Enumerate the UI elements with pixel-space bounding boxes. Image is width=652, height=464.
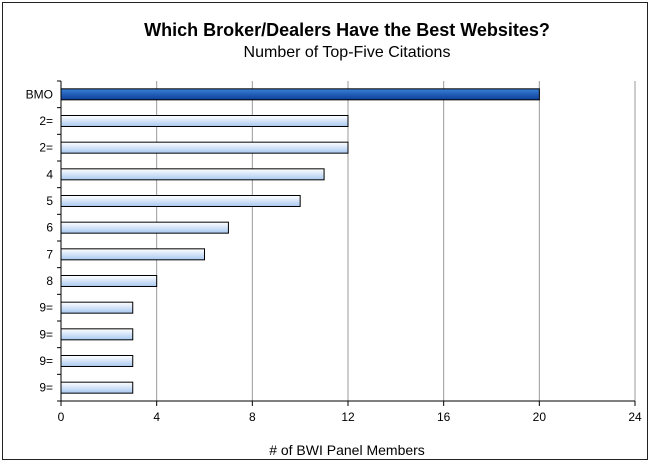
grid-lines [57, 80, 636, 406]
chart-title: Which Broker/Dealers Have the Best Websi… [144, 20, 550, 40]
chart-frame: Which Broker/Dealers Have the Best Websi… [2, 2, 648, 460]
x-tick-labels: 0 4 8 12 16 20 24 [58, 410, 642, 424]
x-tick-label: 24 [628, 410, 642, 424]
bar [60, 88, 540, 101]
x-tick-label: 12 [341, 410, 355, 424]
axes [60, 81, 635, 402]
x-tick-label: 8 [249, 410, 256, 424]
x-tick-label: 0 [58, 410, 65, 424]
category-label: 9= [39, 301, 53, 315]
bar [60, 168, 325, 181]
x-tick-label: 20 [533, 410, 547, 424]
bar-chart: Which Broker/Dealers Have the Best Websi… [26, 20, 642, 458]
category-labels: BMO 2= 2= 4 5 6 7 8 9= 9= 9= 9= [26, 87, 54, 394]
bar [60, 248, 205, 261]
bar [60, 381, 134, 394]
category-label: 6 [46, 221, 53, 235]
category-label: 2= [39, 141, 53, 155]
x-tick-label: 16 [437, 410, 451, 424]
category-label: 4 [46, 167, 53, 181]
chart-subtitle: Number of Top-Five Citations [244, 44, 451, 61]
bar [60, 221, 229, 234]
bar [60, 355, 134, 367]
category-label: 9= [39, 381, 53, 395]
bar [60, 141, 349, 154]
bar [60, 195, 301, 207]
bar [60, 115, 349, 127]
category-label: 9= [39, 354, 53, 368]
category-label: 7 [46, 247, 53, 261]
bars [60, 88, 540, 394]
x-axis-title: # of BWI Panel Members [269, 442, 425, 458]
category-label: 9= [39, 327, 53, 341]
category-label: 5 [46, 194, 53, 208]
x-tick-label: 4 [153, 410, 160, 424]
category-label: 2= [39, 114, 53, 128]
bar [60, 301, 134, 314]
category-label: 8 [46, 274, 53, 288]
bar [60, 328, 134, 341]
category-label: BMO [26, 87, 53, 101]
bar [60, 275, 158, 287]
